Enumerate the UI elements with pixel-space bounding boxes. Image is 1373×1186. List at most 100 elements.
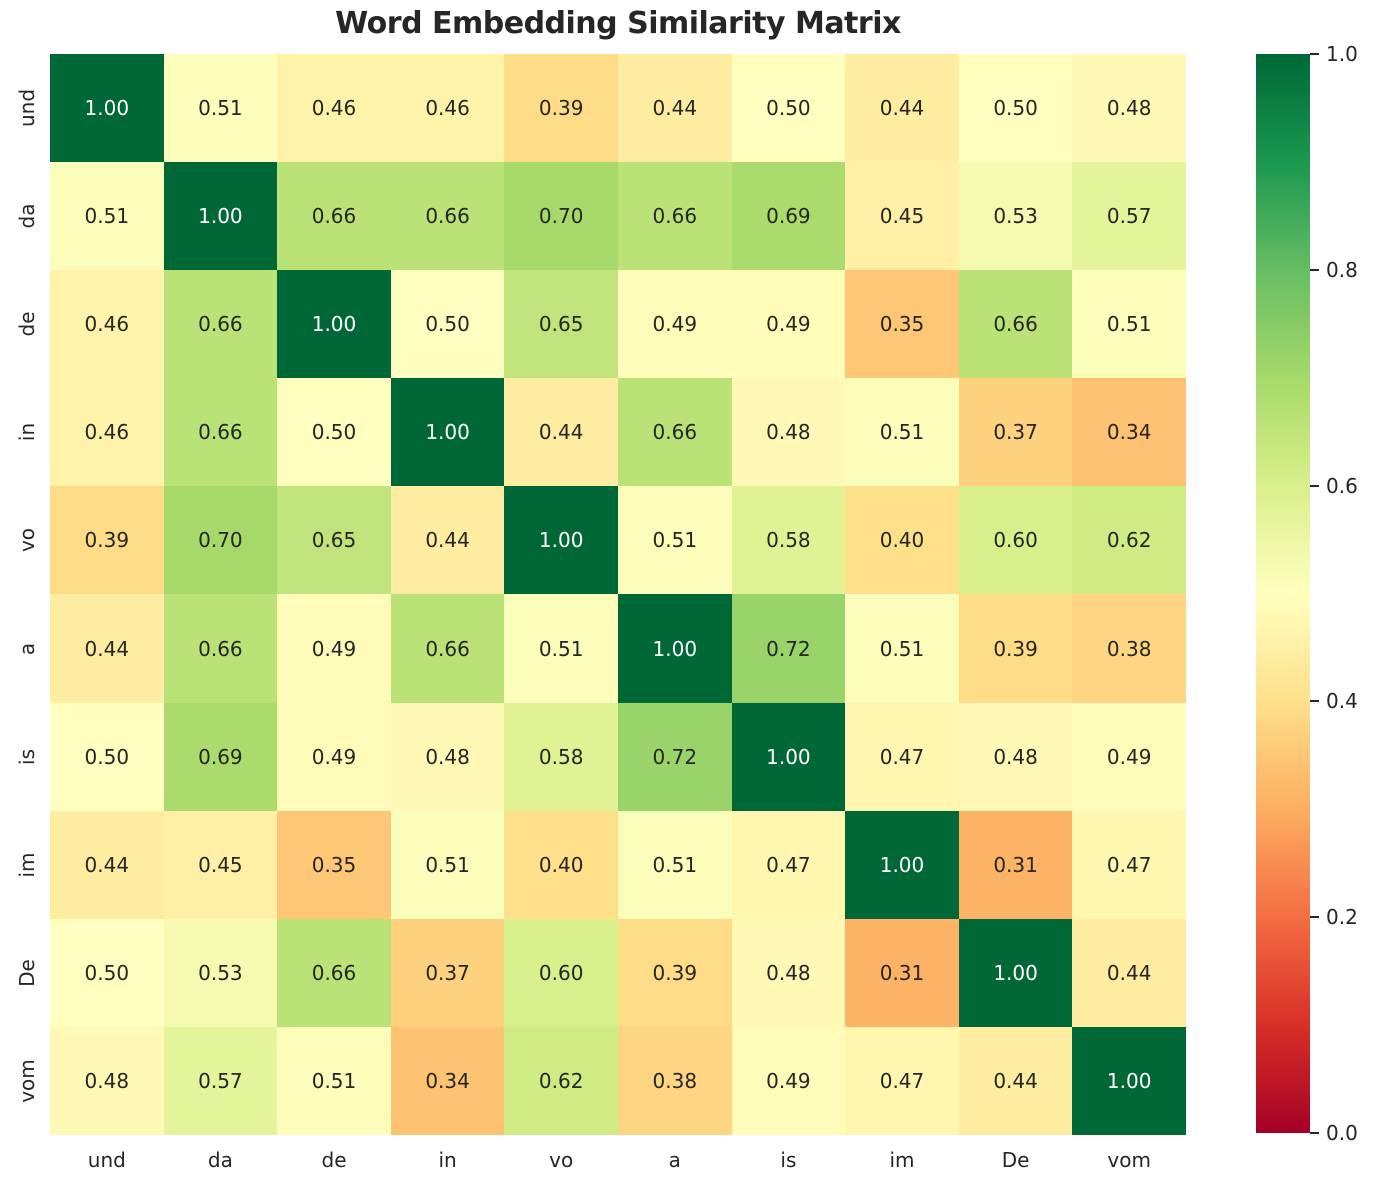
heatmap-cell-De-de: 0.66 [277,918,391,1027]
cell-value: 0.47 [1106,852,1152,877]
cell-value: 1.00 [198,204,243,229]
heatmap-cell-vom-de: 0.51 [277,1026,391,1135]
heatmap-cell-und-is: 0.50 [731,54,846,163]
cell-value: 0.51 [198,96,243,121]
cell-value: 0.48 [425,744,470,769]
heatmap-cell-in-a: 0.66 [617,378,732,487]
cell-value: 0.44 [993,1068,1038,1093]
heatmap-cell-is-is: 1.00 [731,702,846,811]
heatmap-cell-im-vom: 0.47 [1072,810,1186,919]
heatmap-cell-in-vom: 0.34 [1072,378,1186,487]
cell-value: 0.69 [766,204,811,229]
heatmap-cell-da-a: 0.66 [617,162,732,271]
heatmap-cell-vo-da: 0.70 [163,486,278,595]
cell-value: 1.00 [993,960,1038,985]
cell-value: 1.00 [538,528,584,553]
cell-value: 0.31 [993,852,1038,877]
cell-value: 0.39 [993,636,1038,661]
cell-value: 1.00 [652,636,698,661]
heatmap-cell-de-vom: 0.51 [1072,270,1186,379]
x-tick-label-vo: vo [549,1148,574,1172]
cell-value: 0.40 [879,528,925,553]
cell-value: 0.46 [84,312,130,337]
cell-value: 0.46 [425,96,470,121]
x-tick-label-vom: vom [1107,1148,1151,1172]
cell-value: 0.57 [1106,204,1152,229]
cell-value: 0.49 [766,312,811,337]
heatmap-cell-a-im: 0.51 [845,594,959,703]
cell-value: 0.66 [198,312,243,337]
cell-value: 0.53 [993,204,1038,229]
heatmap-cell-im-im: 1.00 [845,810,959,919]
cell-value: 0.45 [198,852,243,877]
cell-value: 0.44 [84,636,130,661]
x-tick-label-De: De [1001,1148,1030,1172]
heatmap-cell-De-a: 0.39 [617,918,732,1027]
cell-value: 0.51 [425,852,470,877]
cell-value: 0.38 [1106,636,1152,661]
heatmap-cell-und-a: 0.44 [617,54,732,163]
x-tick-label-im: im [889,1148,915,1172]
heatmap-cell-is-a: 0.72 [617,702,732,811]
x-tick-label-is: is [780,1148,797,1172]
y-tick-label-de: de [15,311,39,337]
heatmap-cell-im-vo: 0.40 [504,810,618,919]
cell-value: 0.49 [311,636,357,661]
cell-value: 0.57 [198,1068,243,1093]
colorbar-tick-mark-0.8 [1310,268,1319,271]
heatmap-cell-De-in: 0.37 [390,918,505,1027]
cell-value: 0.31 [879,960,925,985]
heatmap-cell-De-im: 0.31 [845,918,959,1027]
heatmap-cell-und-vo: 0.39 [504,54,618,163]
heatmap-cell-in-und: 0.46 [50,378,164,487]
heatmap-cell-da-is: 0.69 [731,162,846,271]
cell-value: 0.66 [198,420,243,445]
heatmap-cell-und-im: 0.44 [845,54,959,163]
heatmap-cell-vom-vo: 0.62 [504,1026,618,1135]
y-tick-label-is: is [15,748,39,765]
cell-value: 0.48 [993,744,1038,769]
heatmap-cell-in-da: 0.66 [163,378,278,487]
colorbar-tick-label-0.2: 0.2 [1326,905,1358,930]
cell-value: 0.62 [538,1068,584,1093]
heatmap-cell-De-De: 1.00 [958,918,1073,1027]
cell-value: 0.44 [879,96,925,121]
cell-value: 0.72 [766,636,811,661]
heatmap-cell-de-De: 0.66 [958,270,1073,379]
heatmap-cell-is-und: 0.50 [50,702,164,811]
colorbar-tick-label-0.0: 0.0 [1326,1121,1358,1145]
y-tick-label-da: da [15,203,39,229]
cell-value: 0.51 [538,636,584,661]
cell-value: 0.51 [652,528,698,553]
heatmap-cell-vo-und: 0.39 [50,486,164,595]
x-tick-label-in: in [438,1148,457,1172]
heatmap-cell-im-und: 0.44 [50,810,164,919]
cell-value: 0.46 [311,96,357,121]
cell-value: 0.44 [538,420,584,445]
heatmap-cell-vo-is: 0.58 [731,486,846,595]
colorbar-tick-label-0.6: 0.6 [1326,473,1358,498]
cell-value: 0.49 [311,744,357,769]
y-tick-label-a: a [15,642,39,655]
heatmap-cell-im-de: 0.35 [277,810,391,919]
heatmap-cell-vom-De: 0.44 [958,1026,1073,1135]
cell-value: 0.51 [1106,312,1152,337]
heatmap-cell-vom-vom: 1.00 [1072,1026,1186,1135]
heatmap-cell-de-a: 0.49 [617,270,732,379]
heatmap-cell-a-da: 0.66 [163,594,278,703]
cell-value: 0.35 [879,312,925,337]
heatmap-cell-da-in: 0.66 [390,162,505,271]
colorbar-tick-mark-0.4 [1310,700,1319,703]
cell-value: 0.48 [766,960,811,985]
cell-value: 0.62 [1106,528,1152,553]
cell-value: 0.44 [425,528,470,553]
cell-value: 0.66 [652,420,698,445]
heatmap-cell-is-vo: 0.58 [504,702,618,811]
x-tick-label-a: a [668,1148,681,1172]
x-tick-label-und: und [87,1148,126,1172]
heatmap-cell-da-vom: 0.57 [1072,162,1186,271]
cell-value: 0.66 [425,636,470,661]
heatmap-cell-in-in: 1.00 [390,378,505,487]
x-tick-label-da: da [207,1148,233,1172]
